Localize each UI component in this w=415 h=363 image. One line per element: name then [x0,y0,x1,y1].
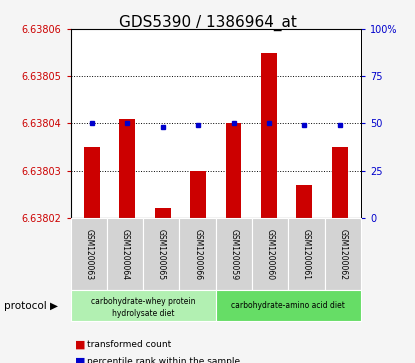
Bar [296,185,312,218]
Bar [119,119,135,218]
Text: GSM1200064: GSM1200064 [120,229,129,280]
Bar [190,171,206,218]
Bar [84,147,100,218]
Text: carbohydrate-amino acid diet: carbohydrate-amino acid diet [232,301,345,310]
Bar [332,147,348,218]
Text: GSM1200065: GSM1200065 [157,229,166,280]
Text: transformed count: transformed count [87,340,171,349]
Bar [225,123,242,218]
Text: GSM1200062: GSM1200062 [338,229,347,280]
Text: ■: ■ [75,340,85,350]
Text: GSM1200060: GSM1200060 [266,229,275,280]
Bar [261,53,277,218]
Text: protocol ▶: protocol ▶ [4,301,58,311]
Bar [155,208,171,218]
Text: GDS5390 / 1386964_at: GDS5390 / 1386964_at [119,15,296,31]
Text: GSM1200063: GSM1200063 [84,229,93,280]
Text: GSM1200066: GSM1200066 [193,229,202,280]
Text: percentile rank within the sample: percentile rank within the sample [87,357,240,363]
Text: carbohydrate-whey protein: carbohydrate-whey protein [91,297,195,306]
Text: hydrolysate diet: hydrolysate diet [112,309,174,318]
Text: GSM1200059: GSM1200059 [229,229,239,280]
Text: ■: ■ [75,356,85,363]
Text: GSM1200061: GSM1200061 [302,229,311,280]
